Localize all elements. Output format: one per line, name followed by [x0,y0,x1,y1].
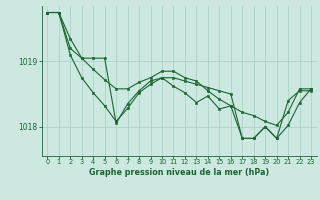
X-axis label: Graphe pression niveau de la mer (hPa): Graphe pression niveau de la mer (hPa) [89,168,269,177]
